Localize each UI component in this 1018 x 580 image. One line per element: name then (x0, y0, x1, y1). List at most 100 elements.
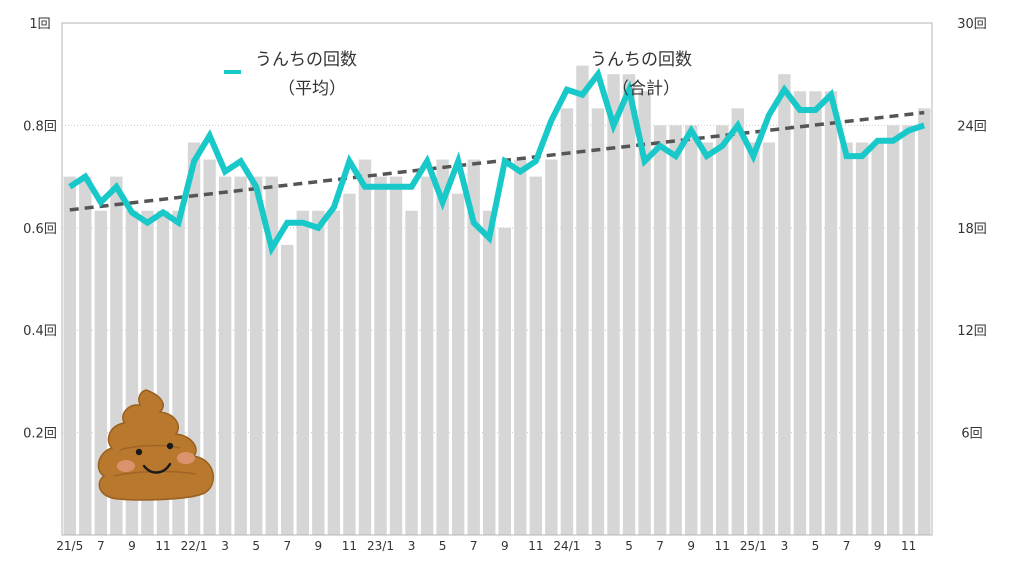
x-tick-label: 11 (715, 539, 730, 553)
bar (467, 159, 480, 536)
bar (591, 108, 605, 535)
y-left-tick-label: 0.4回 (23, 324, 57, 339)
y-left-tick-label: 1回 (29, 17, 50, 32)
x-tick-label: 5 (812, 539, 820, 553)
bar (855, 142, 869, 535)
x-tick-label: 7 (97, 539, 105, 553)
bar (622, 74, 636, 535)
bar (886, 125, 900, 536)
bar (653, 125, 667, 536)
bar (358, 159, 372, 536)
x-tick-label: 11 (528, 539, 543, 553)
x-tick-label: 9 (687, 539, 695, 553)
y-left-tick-label: 0.8回 (23, 119, 57, 134)
bar (405, 210, 418, 535)
y-right-tick-label: 18回 (957, 222, 987, 237)
bar (918, 108, 931, 535)
bar (436, 159, 449, 536)
bar (234, 176, 247, 535)
x-tick-label: 23/1 (367, 539, 394, 553)
x-tick-label: 21/5 (56, 539, 83, 553)
bar (249, 176, 263, 535)
bar (451, 193, 465, 535)
x-tick-label: 5 (439, 539, 447, 553)
legend-total-sublabel: （合計） (612, 79, 680, 99)
bar (498, 227, 511, 536)
poop-icon (97, 389, 215, 501)
bar (731, 108, 745, 535)
bar (529, 176, 543, 535)
y-axis-right: 6回 12回 18回 24回 30回 (957, 17, 987, 442)
x-tick-label: 9 (128, 539, 136, 553)
x-tick-label: 3 (221, 539, 229, 553)
bar (902, 125, 915, 536)
trend-line-path (69, 110, 925, 212)
x-tick-label: 7 (283, 539, 291, 553)
bar (607, 74, 620, 535)
legend-avg-label: うんちの回数 (255, 50, 357, 70)
x-tick-label: 5 (252, 539, 260, 553)
legend-avg-sublabel: （平均） (278, 79, 346, 99)
bar (265, 176, 278, 535)
bar (840, 142, 853, 535)
x-tick-label: 3 (781, 539, 789, 553)
legend-avg-swatch (224, 70, 241, 74)
trend-line (69, 110, 925, 212)
bar (187, 142, 201, 535)
bar (545, 159, 558, 536)
bar (63, 176, 76, 535)
bar (576, 65, 589, 536)
bar (79, 176, 92, 535)
x-tick-label: 7 (843, 539, 851, 553)
bar (514, 159, 527, 536)
bar (560, 108, 574, 535)
bar (700, 142, 713, 535)
bar (483, 210, 496, 535)
plot-border (61, 22, 933, 536)
average-line-path (68, 67, 926, 256)
y-right-tick-label: 12回 (957, 324, 987, 339)
bar (296, 210, 310, 535)
bar (327, 210, 341, 535)
y-right-tick-label: 6回 (961, 427, 982, 442)
x-tick-label: 5 (625, 539, 633, 553)
x-axis: 21/5 7 9 11 22/1 3 5 7 9 11 23/1 3 5 7 9 11 24/1 3 5 7 9 11 25… (56, 539, 916, 553)
bar (420, 176, 434, 535)
bar (203, 159, 216, 536)
bar (809, 91, 822, 536)
x-tick-label: 7 (470, 539, 478, 553)
bar (716, 125, 729, 536)
legend-total-label: うんちの回数 (590, 50, 692, 70)
y-left-tick-label: 0.2回 (23, 427, 57, 442)
x-tick-label: 9 (315, 539, 323, 553)
x-tick-label: 9 (501, 539, 509, 553)
y-right-tick-label: 30回 (957, 17, 987, 32)
bar (343, 193, 356, 535)
x-tick-label: 3 (408, 539, 416, 553)
bar (747, 142, 760, 535)
legend: うんちの回数 （平均） うんちの回数 （合計） (224, 50, 692, 99)
y-axis-left: 0.2回 0.4回 0.6回 0.8回 1回 (23, 17, 57, 442)
bar (871, 142, 884, 535)
bar (389, 176, 403, 535)
x-tick-label: 11 (901, 539, 916, 553)
x-tick-label: 3 (594, 539, 602, 553)
bar (669, 125, 682, 536)
bar (778, 74, 791, 535)
y-right-tick-label: 24回 (957, 119, 987, 134)
average-line (68, 67, 926, 256)
bar (374, 176, 387, 535)
bar (793, 91, 807, 536)
bar (638, 91, 651, 536)
x-tick-label: 9 (874, 539, 882, 553)
x-tick-label: 22/1 (181, 539, 208, 553)
bar (824, 91, 838, 536)
x-tick-label: 11 (342, 539, 357, 553)
x-tick-label: 7 (656, 539, 664, 553)
bar (684, 125, 698, 536)
y-left-tick-label: 0.6回 (23, 222, 57, 237)
bar (281, 244, 294, 535)
bar (762, 142, 776, 535)
bar (312, 210, 325, 535)
